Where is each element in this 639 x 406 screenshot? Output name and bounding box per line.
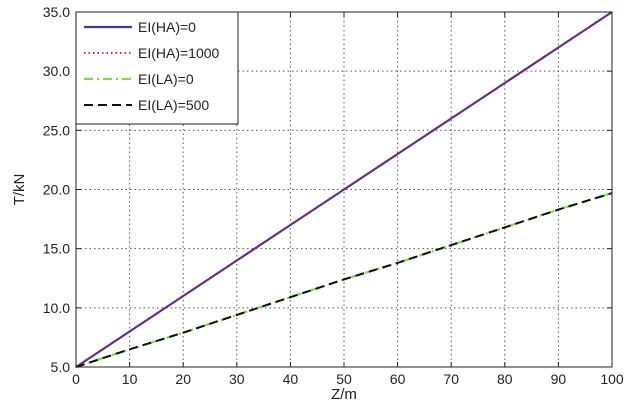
- y-tick-label: 10.0: [43, 300, 70, 316]
- y-tick-label: 5.0: [51, 359, 71, 375]
- y-tick-label: 15.0: [43, 241, 70, 257]
- x-tick-label: 100: [600, 371, 624, 387]
- y-tick-label: 25.0: [43, 122, 70, 138]
- legend-label: EI(HA)=1000: [138, 45, 220, 61]
- legend-label: EI(HA)=0: [138, 19, 196, 35]
- x-tick-label: 70: [443, 371, 459, 387]
- series-layer: [75, 11, 613, 369]
- y-tick-label: 35.0: [43, 4, 70, 20]
- series-line-4: [75, 192, 613, 368]
- y-axis-title: T/kN: [11, 174, 28, 206]
- series-line-2: [75, 11, 613, 368]
- y-tick-label: 20.0: [43, 182, 70, 198]
- x-tick-label: 60: [390, 371, 406, 387]
- legend-label: EI(LA)=500: [138, 97, 209, 113]
- y-tick-label: 30.0: [43, 63, 70, 79]
- x-tick-label: 90: [551, 371, 567, 387]
- x-tick-label: 50: [336, 371, 352, 387]
- x-tick-label: 10: [122, 371, 138, 387]
- legend: EI(HA)=0 EI(HA)=1000 EI(LA)=0 EI(LA)=500: [75, 11, 239, 125]
- x-tick-label: 30: [229, 371, 245, 387]
- x-tick-label: 40: [283, 371, 299, 387]
- x-tick-label: 0: [72, 371, 80, 387]
- x-tick-label: 80: [497, 371, 513, 387]
- x-tick-label: 20: [175, 371, 191, 387]
- legend-label: EI(LA)=0: [138, 71, 194, 87]
- x-axis-title: Z/m: [331, 386, 357, 403]
